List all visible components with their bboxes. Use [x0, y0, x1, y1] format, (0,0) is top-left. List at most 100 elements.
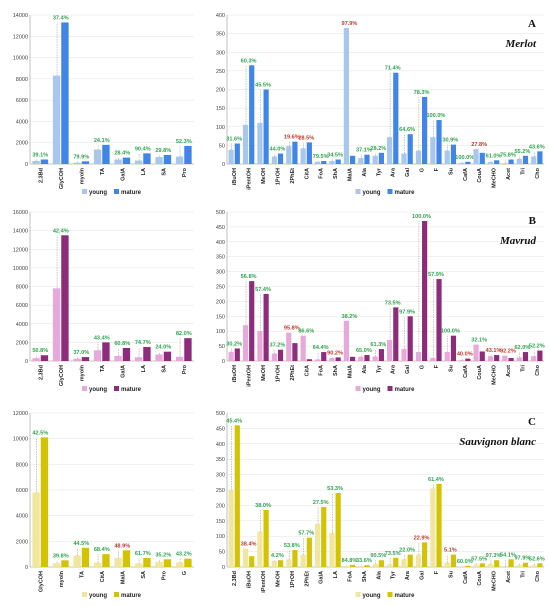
bar-young: [314, 359, 321, 361]
y-tick-label: 400: [216, 240, 225, 246]
y-tick-label: 200: [216, 503, 225, 509]
bar-mature: [122, 550, 131, 567]
bar-mature: [522, 155, 529, 164]
bar-young: [93, 149, 102, 164]
bar-young: [531, 156, 537, 164]
bar-mature: [407, 134, 413, 164]
x-tick-label: LA: [141, 168, 147, 175]
bar-mature: [81, 357, 90, 361]
bar-young: [329, 161, 335, 164]
bar-mature: [321, 161, 327, 164]
bar-mature: [143, 153, 151, 164]
panel-letter: C: [528, 416, 536, 428]
bar-mature: [537, 563, 543, 567]
y-tick-label: 250: [216, 488, 225, 494]
y-tick-label: 2000: [16, 141, 28, 147]
x-tick-label: iBuOH: [247, 571, 253, 588]
x-tick-label: Tyr: [376, 167, 382, 176]
legend-label-young: young: [363, 387, 381, 393]
y-tick-label: 100: [216, 329, 225, 335]
bar-young: [228, 149, 234, 164]
percent-change-label: 43.1%: [486, 348, 502, 354]
bar-young: [314, 161, 321, 164]
percent-change-label: 30.2%: [226, 341, 242, 347]
bar-young: [487, 162, 494, 164]
y-tick-label: 8000: [16, 462, 28, 468]
x-tick-label: Tri: [520, 571, 526, 578]
y-tick-label: 6000: [16, 98, 28, 104]
bar-young: [32, 160, 40, 164]
bar-mature: [234, 348, 240, 361]
bar-mature: [263, 293, 269, 361]
x-tick-label: G: [420, 168, 426, 172]
x-tick-label: Acet: [506, 168, 512, 180]
bar-young: [502, 163, 508, 164]
percent-change-label: 28.5%: [298, 135, 314, 141]
percent-change-label: 22.0%: [399, 548, 415, 554]
x-tick-label: 2PhEt: [304, 571, 310, 587]
bar-mature: [465, 358, 471, 361]
percent-change-label: 84.8%: [342, 558, 358, 564]
percent-change-label: 100.0%: [412, 214, 431, 220]
x-tick-label: Cho: [535, 364, 541, 375]
legend-swatch-young: [82, 386, 87, 391]
x-tick-label: Acet: [506, 571, 512, 583]
bar-mature: [40, 355, 49, 361]
legend-swatch-mature: [387, 386, 393, 391]
x-tick-label: CafA: [463, 365, 469, 378]
y-tick-label: 6000: [16, 488, 28, 494]
legend-label-mature: mature: [395, 593, 416, 599]
bar-young: [175, 562, 184, 567]
bar-mature: [349, 155, 356, 164]
panel-b-right-chart: 0 50 100 150 200 250 300 350 400 450 500 30.2% iBuOH…: [216, 210, 545, 393]
bar-mature: [277, 153, 284, 164]
bar-young: [430, 358, 436, 361]
x-tick-label: Ala: [362, 167, 368, 177]
percent-change-label: 53.8%: [284, 543, 300, 549]
y-tick-label: 10000: [13, 437, 28, 443]
y-tick-label: 150: [216, 106, 225, 112]
percent-change-label: 92.2%: [500, 349, 516, 355]
percent-change-label: 39.1%: [32, 153, 48, 159]
percent-change-label: 37.4%: [53, 15, 69, 21]
percent-change-label: 78.3%: [414, 90, 430, 96]
percent-change-label: 43.2%: [176, 552, 192, 558]
y-tick-label: 0: [222, 162, 225, 168]
x-tick-label: GalA: [120, 365, 126, 378]
x-tick-label: GalA: [120, 168, 126, 181]
x-tick-label: Su: [448, 365, 454, 372]
bar-young: [257, 331, 263, 361]
percent-change-label: 31.6%: [226, 137, 242, 143]
bar-mature: [263, 510, 269, 567]
bar-young: [228, 490, 234, 567]
y-tick-label: 350: [216, 457, 225, 463]
y-tick-label: 150: [216, 314, 225, 320]
bar-young: [114, 159, 122, 164]
panel-a-left-chart: 0 2000 4000 6000 8000 10000 12000 14000 39.1% 2,3…: [13, 13, 194, 196]
percent-change-label: 38.4%: [241, 542, 257, 548]
bar-young: [401, 559, 407, 567]
y-tick-label: 12000: [13, 247, 28, 253]
percent-change-label: 90.2%: [327, 350, 343, 356]
percent-change-label: 90.4%: [135, 146, 151, 152]
x-tick-label: 2,3Bd: [38, 168, 44, 183]
bar-mature: [234, 143, 240, 164]
bar-mature: [479, 152, 485, 164]
x-tick-label: 2,3Bd: [38, 365, 44, 380]
x-tick-label: CafA: [463, 168, 469, 181]
percent-change-label: 57.4%: [255, 287, 271, 293]
bar-young: [286, 146, 292, 164]
bar-mature: [465, 565, 471, 567]
x-tick-label: iBuOH: [232, 365, 238, 382]
percent-change-label: 40.0%: [457, 352, 473, 358]
y-tick-label: 50: [219, 143, 225, 149]
bar-mature: [263, 89, 269, 164]
bar-young: [271, 560, 277, 567]
bar-young: [286, 332, 292, 361]
bar-young: [114, 558, 122, 567]
percent-change-label: 79.5%: [313, 154, 329, 160]
y-tick-label: 400: [216, 13, 225, 19]
percent-change-label: 73.5%: [385, 551, 401, 557]
percent-change-label: 44.5%: [73, 541, 89, 547]
